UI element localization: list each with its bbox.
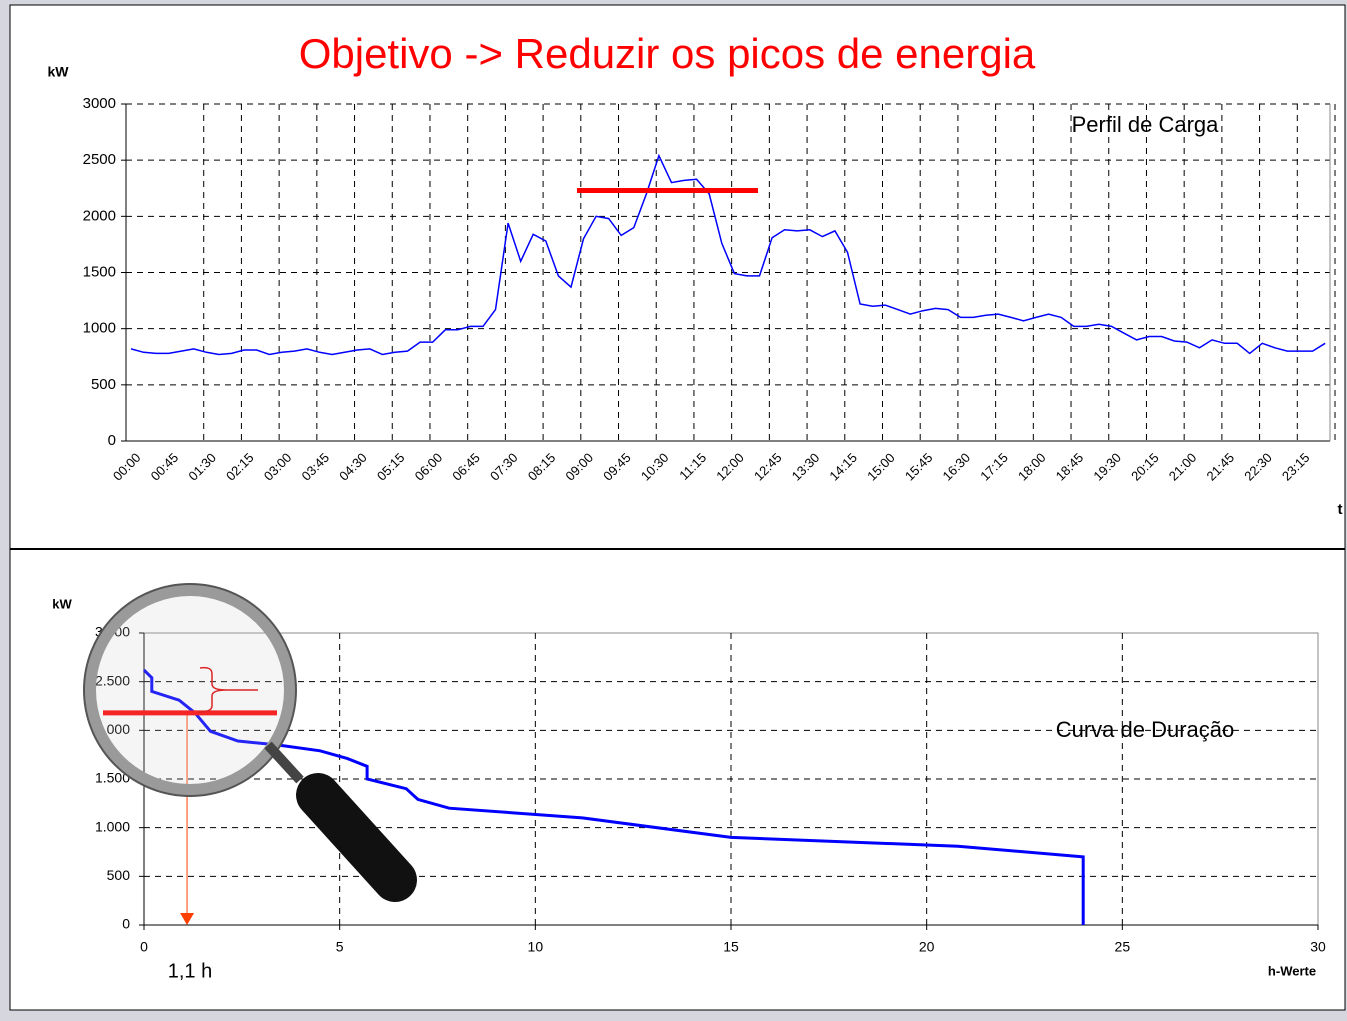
chart-annotation: Curva de Duração (1056, 717, 1235, 742)
slide: Objetivo -> Reduzir os picos de energia … (0, 0, 1347, 1016)
chart-annotation: Perfil de Carga (1072, 112, 1220, 137)
x-tick-label: 10 (528, 939, 544, 955)
x-tick-label: 5 (336, 939, 344, 955)
x-tick-label: 20 (919, 939, 935, 955)
y-tick-label: 500 (91, 376, 116, 393)
slide-title: Objetivo -> Reduzir os picos de energia (299, 30, 1036, 77)
y-tick-label: 0 (108, 432, 116, 449)
x-axis-label: h-Werte (1268, 963, 1316, 978)
y-tick-label: 500 (107, 867, 131, 883)
x-tick-label: 0 (140, 939, 148, 955)
y-tick-label: 3000 (83, 95, 116, 112)
y-tick-label: 1.000 (95, 818, 130, 834)
x-tick-label: 15 (723, 939, 739, 955)
x-axis-label: t (1338, 501, 1343, 518)
y-tick-label: 2000 (83, 207, 116, 224)
y-axis-label: kW (48, 64, 70, 80)
marker-label: 1,1 h (168, 960, 212, 982)
x-tick-label: 25 (1115, 939, 1131, 955)
y-tick-label: 0 (122, 916, 130, 932)
page: {"title":"Objetivo -> Reduzir os picos d… (0, 0, 1347, 1016)
y-tick-label: 1500 (83, 263, 116, 280)
lens (90, 590, 290, 790)
y-axis-label: kW (52, 596, 72, 611)
x-tick-label: 30 (1310, 939, 1326, 955)
y-tick-label: 1000 (83, 320, 116, 337)
y-tick-label: 2500 (83, 151, 116, 168)
panel (10, 5, 1345, 1010)
